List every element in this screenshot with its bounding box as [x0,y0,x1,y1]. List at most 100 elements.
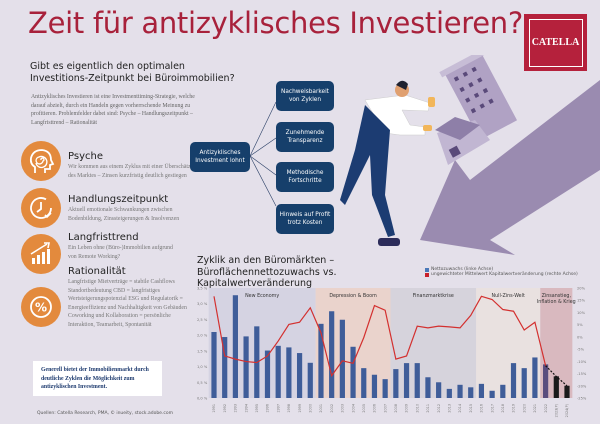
right-axis-tick: -20% [577,384,587,388]
bar [222,337,228,398]
chart-legend: Nettozuwachs (linke Achse) ungewichteter… [425,267,578,277]
bar [318,323,324,398]
right-axis-tick: 15% [577,299,586,303]
bar [446,388,452,398]
bar [414,363,420,398]
right-axis-tick: 5% [577,323,583,327]
x-axis-tick: 1992 [223,404,227,413]
bar [564,385,570,398]
line-series [213,295,547,378]
bar [543,364,549,398]
bar [457,384,463,398]
x-axis-tick: 2021 [533,404,537,413]
x-axis-tick: 2023(P) [555,403,559,417]
x-axis-tick: 2006 [373,404,377,413]
factor-text-psyche: Wir kommen aus einem Zyklus mit einer Üb… [68,164,200,179]
bar [521,368,527,398]
illustration-pushing-arrow [340,55,600,255]
x-axis-tick: 2005 [362,404,366,413]
factor-title-rationalitaet: Rationalität [68,266,126,277]
x-axis-tick: 2004 [351,404,355,413]
page-title: Zeit für antizyklisches Investieren? [28,6,523,40]
period-label: Zinsanstieg, [542,293,572,299]
bar [425,377,431,398]
clock-icon [21,188,61,228]
left-axis-tick: 1,5 % [197,349,208,353]
bar [264,350,271,398]
bar [361,368,367,398]
house-icon [435,117,490,165]
svg-text:%: % [35,301,47,315]
right-axis-tick: -15% [577,372,587,376]
x-axis-tick: 2012 [437,404,441,413]
bar [350,346,356,398]
x-axis-tick: 1997 [276,404,280,413]
x-axis-tick: 2003 [341,404,345,413]
factor-text-handlungszeitpunkt: Aktuell emotionale Schwankungen zwischen… [68,207,180,222]
left-axis-tick: 2,5 % [197,318,208,322]
bar [296,353,303,398]
x-axis-tick: 1995 [255,404,259,413]
bar [532,357,538,398]
bar [489,390,495,398]
growth-chart-icon [21,234,61,274]
x-axis-tick: 1991 [212,404,216,413]
factor-title-langfristtrend: Langfristtrend [68,232,139,243]
x-axis-tick: 2000 [308,404,312,413]
period-label: Finanzmarktkrise [413,293,454,299]
factor-title-handlungszeitpunkt: Handlungszeitpunkt [68,194,169,205]
bar [436,382,442,398]
period-label: Depression & Boom [329,293,377,299]
bar [275,345,281,398]
source-note: Quellen: Catella Research, PMA, © inueit… [37,411,173,416]
x-axis-tick: 2020 [522,404,526,413]
head-spiral-icon [21,141,61,181]
right-axis-tick: 0% [577,335,583,339]
right-axis-tick: 10% [577,311,586,315]
legend-item-line: ungewichteter Mittelwert Kapitalwertverä… [425,272,578,277]
period-label: New Economy [245,293,279,299]
factor-text-rationalitaet: Langfristige Mietverträge = stabile Cash… [68,279,187,328]
right-axis-tick: -25% [577,397,587,401]
bar [510,363,517,398]
period-label: Null-Zins-Welt [491,293,524,299]
bar [232,295,238,398]
diagram-node: Nachweisbarkeit von Zyklen [276,81,334,111]
x-axis-tick: 1996 [266,404,270,413]
bar [286,347,292,398]
bar [307,362,313,398]
x-axis-tick: 2014 [458,404,462,413]
x-axis-tick: 2011 [426,404,430,413]
percent-icon: % [21,287,61,327]
right-axis-tick: 20% [577,287,586,291]
period-band [476,288,541,398]
line-series-forecast [545,365,568,387]
bar [211,332,217,398]
period-label: Inflation & Krieg [537,299,576,305]
diagram-node: Methodische Fortschritte [276,162,334,192]
factor-text-langfristtrend: Ein Leben ohne (Büro-)Immobilien aufgrun… [68,245,173,260]
bar [468,387,474,398]
callout-box: Generell bietet der Immobilienmarkt durc… [33,361,162,396]
x-axis-tick: 2018 [501,404,505,413]
left-axis-tick: 3,5 % [197,287,208,291]
x-axis-tick: 2017 [490,404,494,413]
x-axis-tick: 2002 [330,404,334,413]
left-axis-tick: 2,0 % [197,334,208,338]
right-axis-tick: -10% [577,360,587,364]
right-axis-tick: -5% [577,348,585,352]
left-axis-tick: 0,5 % [197,381,208,385]
x-axis-tick: 1993 [234,404,238,413]
bar [393,369,399,398]
businessman-pushing-icon [340,80,435,246]
bar [382,379,388,398]
x-axis-tick: 2022 [544,404,548,413]
x-axis-tick: 2016 [480,404,484,413]
x-axis-tick: 1999 [298,404,302,413]
chart-title: Zyklik an den Büromärkten – Büroflächenn… [197,255,337,289]
bar [371,374,378,398]
x-axis-tick: 2007 [383,404,387,413]
falling-arrow-icon [420,80,600,255]
diagram-node: Hinweis auf Profit trotz Kosten [276,204,334,234]
